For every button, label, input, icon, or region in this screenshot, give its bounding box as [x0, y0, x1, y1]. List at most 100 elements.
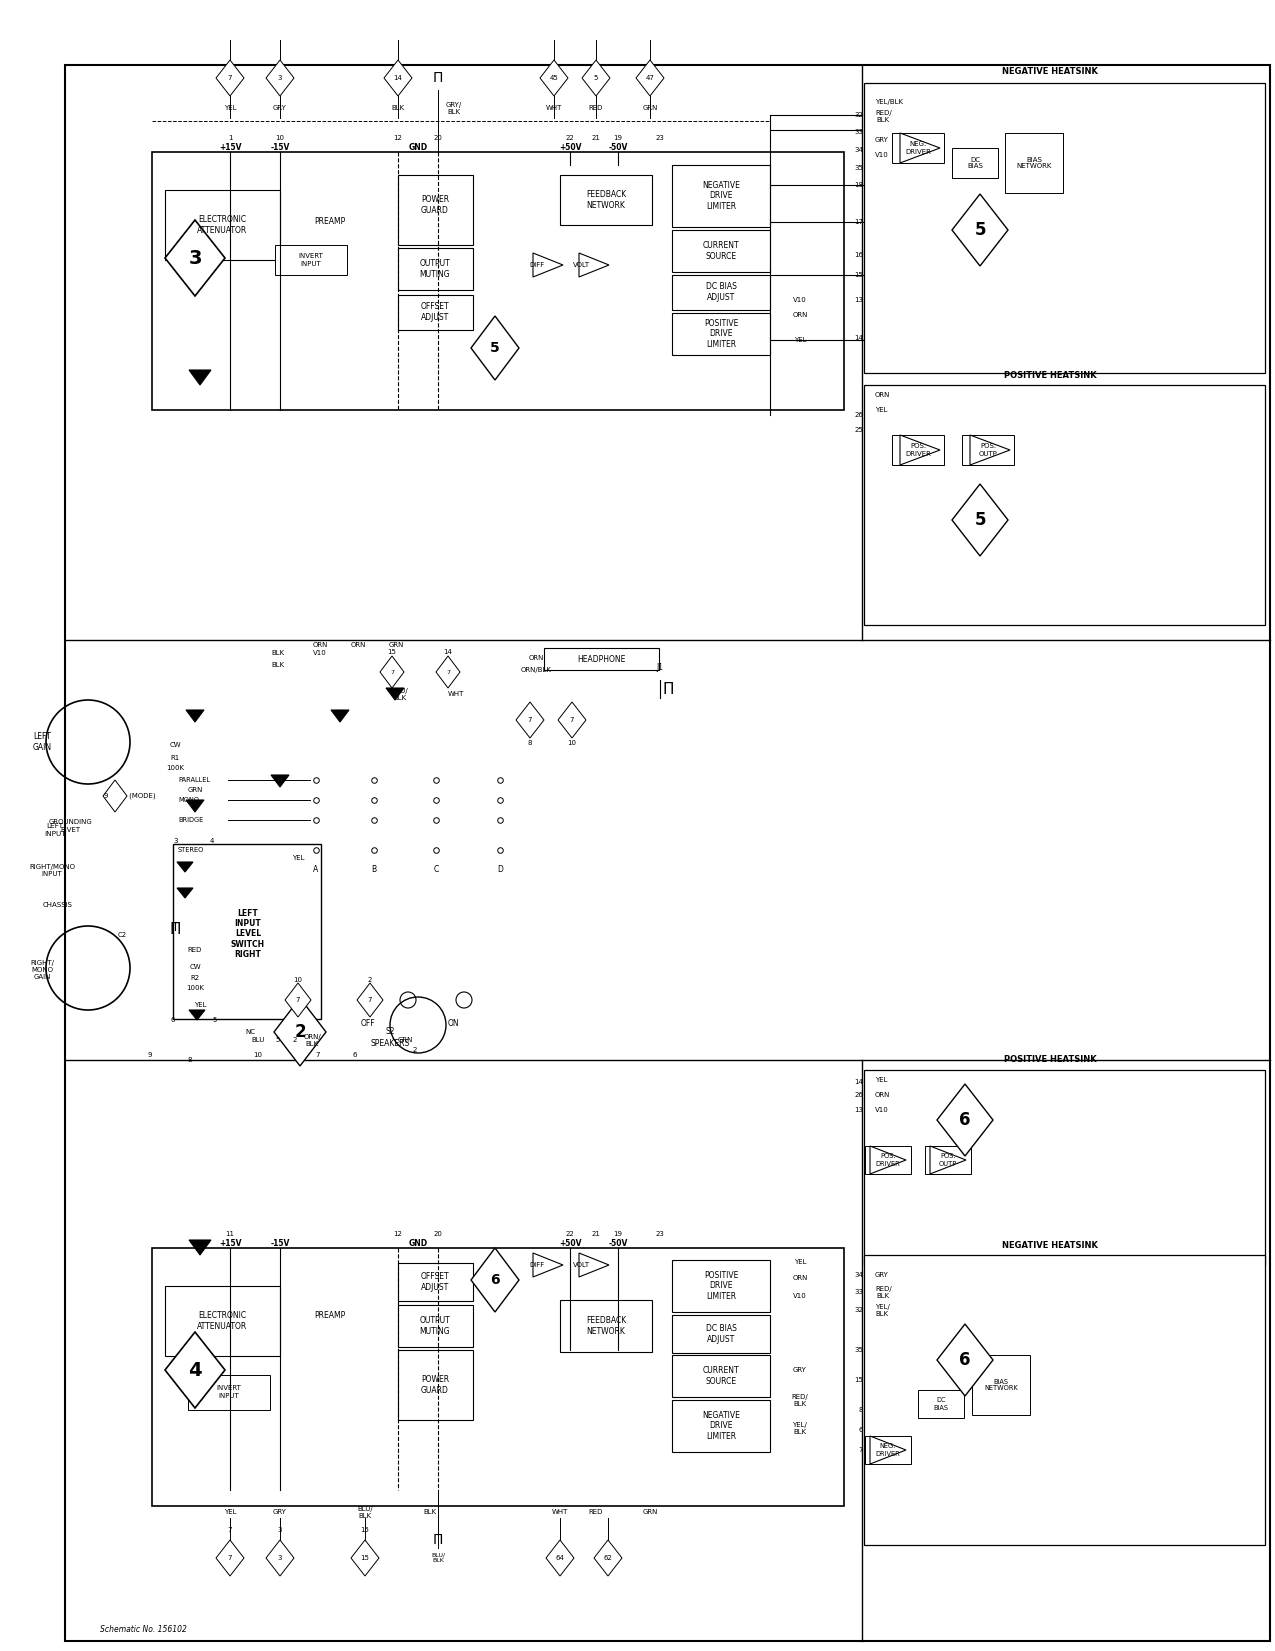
- Text: V10: V10: [314, 650, 326, 655]
- Text: ORN: ORN: [875, 391, 890, 398]
- Text: J1: J1: [657, 664, 663, 672]
- Bar: [173, 844, 321, 1019]
- Text: DC
BIAS: DC BIAS: [966, 157, 983, 170]
- Text: 15: 15: [361, 1527, 370, 1534]
- Text: OFF: OFF: [361, 1020, 375, 1029]
- Polygon shape: [215, 1540, 244, 1577]
- Polygon shape: [470, 315, 519, 380]
- Text: 5: 5: [594, 74, 598, 81]
- Text: 8: 8: [858, 1407, 863, 1413]
- Text: BLK: BLK: [391, 106, 404, 111]
- Text: 8: 8: [187, 1057, 193, 1063]
- Text: 19: 19: [613, 135, 622, 140]
- Text: RED: RED: [589, 1509, 603, 1516]
- Text: 6: 6: [858, 1426, 863, 1433]
- Text: GRN: GRN: [398, 1037, 413, 1043]
- Bar: [864, 1146, 912, 1174]
- Text: 13: 13: [854, 297, 863, 304]
- Text: INVERT
INPUT: INVERT INPUT: [217, 1385, 241, 1398]
- Text: BLU/
BLK: BLU/ BLK: [393, 687, 408, 700]
- Text: RED/
BLK: RED/ BLK: [875, 111, 891, 124]
- Text: YEL: YEL: [223, 106, 236, 111]
- Polygon shape: [558, 702, 587, 738]
- Text: 5: 5: [974, 512, 986, 528]
- Text: YEL: YEL: [794, 337, 806, 343]
- Text: R1: R1: [171, 755, 180, 761]
- Text: CW: CW: [170, 741, 181, 748]
- Text: YEL: YEL: [292, 855, 305, 862]
- Bar: [864, 1255, 1265, 1545]
- Text: GROUNDING
RIVET: GROUNDING RIVET: [48, 819, 92, 832]
- Text: B: B: [371, 865, 376, 875]
- Text: ORN: ORN: [875, 1091, 890, 1098]
- Text: 15: 15: [388, 649, 397, 655]
- Text: 9: 9: [148, 1052, 152, 1058]
- Text: WHT: WHT: [546, 106, 562, 111]
- Text: 6: 6: [353, 1052, 357, 1058]
- Text: 15: 15: [361, 1555, 370, 1560]
- Text: 19: 19: [613, 1232, 622, 1237]
- Bar: [560, 1299, 652, 1352]
- Polygon shape: [952, 195, 1009, 266]
- Bar: [972, 1355, 1030, 1415]
- Bar: [864, 1436, 912, 1464]
- Bar: [398, 1263, 473, 1301]
- Bar: [672, 165, 770, 226]
- Text: 6: 6: [490, 1273, 500, 1288]
- Text: 62: 62: [603, 1555, 612, 1560]
- Bar: [672, 229, 770, 272]
- Text: 9: 9: [103, 792, 108, 799]
- Bar: [963, 434, 1014, 466]
- Polygon shape: [357, 982, 382, 1017]
- Text: 2: 2: [295, 1024, 306, 1042]
- Text: 22: 22: [566, 1232, 574, 1237]
- Polygon shape: [516, 702, 544, 738]
- Text: 14: 14: [854, 335, 863, 342]
- Bar: [187, 1375, 270, 1410]
- Text: V10: V10: [793, 297, 807, 304]
- Polygon shape: [272, 774, 289, 788]
- Text: GRN: GRN: [643, 1509, 658, 1516]
- Text: 3: 3: [173, 839, 177, 844]
- Text: POWER
GUARD: POWER GUARD: [421, 1375, 449, 1395]
- Text: WHT: WHT: [448, 692, 464, 697]
- Text: 21: 21: [592, 135, 601, 140]
- Bar: [892, 434, 944, 466]
- Text: 3: 3: [278, 1527, 282, 1534]
- Polygon shape: [937, 1085, 993, 1156]
- Text: PREAMP: PREAMP: [315, 1311, 346, 1319]
- Text: DC BIAS
ADJUST: DC BIAS ADJUST: [705, 282, 737, 302]
- Polygon shape: [541, 59, 567, 96]
- Polygon shape: [384, 59, 412, 96]
- Polygon shape: [533, 253, 564, 277]
- Text: RED: RED: [589, 106, 603, 111]
- Text: 14: 14: [394, 74, 403, 81]
- Text: FEEDBACK
NETWORK: FEEDBACK NETWORK: [586, 190, 626, 210]
- Text: RIGHT/
MONO
GAIN: RIGHT/ MONO GAIN: [31, 959, 54, 981]
- Polygon shape: [189, 1240, 210, 1255]
- Text: 2: 2: [293, 1037, 297, 1043]
- Polygon shape: [332, 710, 349, 721]
- Bar: [544, 647, 659, 670]
- Text: 35: 35: [854, 165, 863, 172]
- Bar: [398, 1351, 473, 1420]
- Bar: [1005, 134, 1063, 193]
- Text: POSITIVE HEATSINK: POSITIVE HEATSINK: [1003, 370, 1096, 380]
- Polygon shape: [900, 134, 940, 163]
- Text: 47: 47: [645, 74, 654, 81]
- Text: 7: 7: [228, 1555, 232, 1560]
- Text: ORN: ORN: [312, 642, 328, 647]
- Text: BLU/
BLK: BLU/ BLK: [357, 1506, 372, 1519]
- Bar: [560, 175, 652, 225]
- Text: 5: 5: [974, 221, 986, 239]
- Text: OFFSET
ADJUST: OFFSET ADJUST: [421, 302, 449, 322]
- Text: YEL/BLK: YEL/BLK: [875, 99, 903, 106]
- Text: POSITIVE HEATSINK: POSITIVE HEATSINK: [1003, 1055, 1096, 1065]
- Text: YEL/
BLK: YEL/ BLK: [875, 1304, 890, 1316]
- Text: CW: CW: [189, 964, 201, 971]
- Bar: [672, 1355, 770, 1397]
- Polygon shape: [186, 710, 204, 721]
- Text: DIFF: DIFF: [529, 263, 544, 267]
- Polygon shape: [177, 862, 193, 872]
- Text: POS.
OUTP: POS. OUTP: [979, 444, 997, 456]
